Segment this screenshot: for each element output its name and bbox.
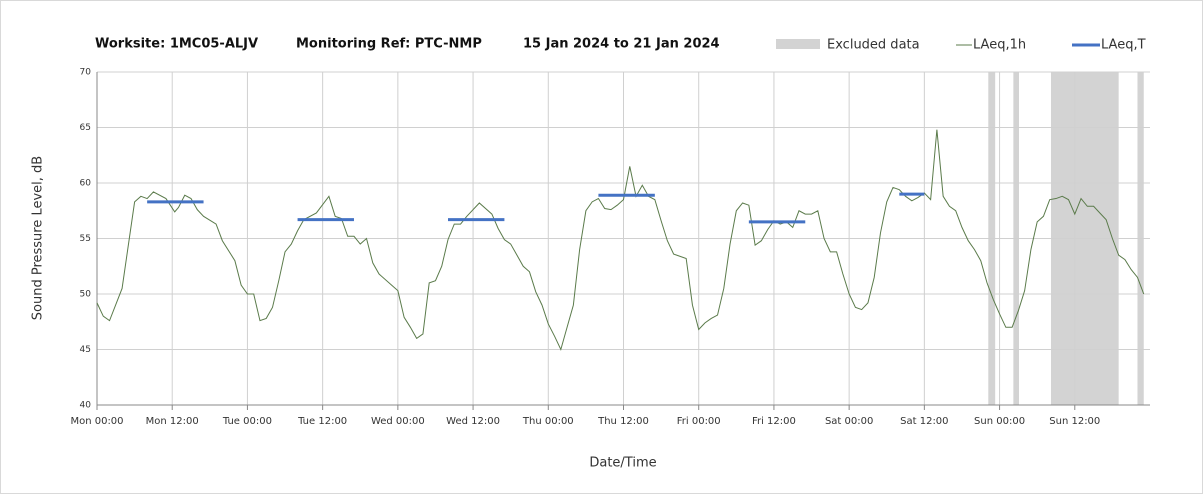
x-tick-label: Wed 00:00: [371, 416, 425, 427]
legend-segment: LAeq,T: [1101, 38, 1146, 53]
title-dates: 15 Jan 2024 to 21 Jan 2024: [523, 37, 720, 52]
x-tick-label: Sun 00:00: [974, 416, 1025, 427]
title-ref: Monitoring Ref: PTC-NMP: [296, 37, 482, 52]
y-tick-label: 70: [80, 68, 92, 78]
y-tick-label: 55: [80, 234, 91, 244]
y-tick-label: 45: [80, 345, 91, 355]
y-tick-label: 60: [80, 179, 92, 189]
legend-line: LAeq,1h: [973, 38, 1026, 53]
y-tick-label: 65: [80, 123, 91, 133]
legend-excluded-swatch: [776, 39, 820, 49]
y-axis-label: Sound Pressure Level, dB: [31, 156, 46, 320]
x-tick-label: Mon 12:00: [146, 416, 199, 427]
legend-excluded: Excluded data: [827, 38, 920, 53]
y-tick-label: 40: [80, 401, 92, 411]
x-tick-label: Sun 12:00: [1049, 416, 1100, 427]
x-tick-label: Fri 12:00: [752, 416, 796, 427]
title-worksite: Worksite: 1MC05-ALJV: [95, 37, 258, 52]
y-tick-label: 50: [80, 290, 92, 300]
x-tick-label: Sat 00:00: [825, 416, 873, 427]
x-tick-label: Thu 00:00: [522, 416, 574, 427]
x-tick-label: Sat 12:00: [900, 416, 948, 427]
x-axis-label: Date/Time: [589, 456, 656, 471]
x-tick-label: Thu 12:00: [597, 416, 649, 427]
x-tick-label: Wed 12:00: [446, 416, 500, 427]
x-tick-label: Fri 00:00: [677, 416, 721, 427]
x-tick-label: Tue 00:00: [222, 416, 272, 427]
x-tick-label: Tue 12:00: [297, 416, 347, 427]
x-tick-label: Mon 00:00: [70, 416, 123, 427]
